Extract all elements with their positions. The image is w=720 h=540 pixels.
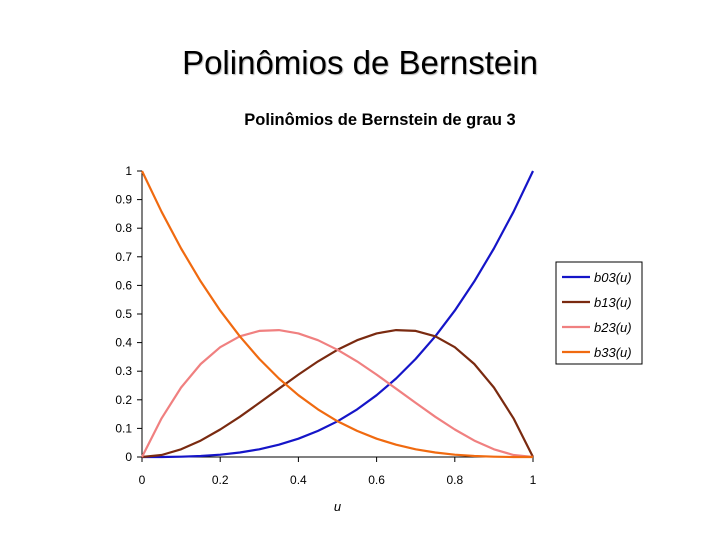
y-tick-label: 0.7	[115, 250, 132, 264]
y-tick-label: 0.1	[115, 421, 132, 435]
series-line-b33(u)	[141, 170, 533, 459]
chart-axes: 0 0.1 0.2 0.3 0.4 0.5 0.6 0.7 0.8 0.9 1 0 0.2 0.4 0.6 0…	[115, 164, 536, 487]
legend-label: b13(u)	[594, 295, 632, 310]
x-tick-label: 1	[530, 473, 537, 487]
x-tick-label: 0.8	[446, 473, 463, 487]
y-tick-label: 0.5	[115, 307, 132, 321]
legend-label: b23(u)	[594, 320, 632, 335]
x-tick-label: 0.6	[368, 473, 385, 487]
x-tick-label: 0.4	[290, 473, 307, 487]
y-tick-label: 0.6	[115, 278, 132, 292]
y-tick-label: 0.9	[115, 193, 132, 207]
y-tick-label: 0.2	[115, 393, 132, 407]
y-tick-label: 0.4	[115, 336, 132, 350]
x-tick-label: 0	[139, 473, 146, 487]
chart-lines	[141, 170, 534, 459]
chart-title: Polinômios de Bernstein de grau 3	[244, 111, 516, 129]
y-tick-label: 1	[125, 164, 132, 178]
y-tick-label: 0.8	[115, 221, 132, 235]
series-line-b03(u)	[142, 170, 534, 459]
legend-label: b33(u)	[594, 345, 632, 360]
x-axis-title: u	[334, 499, 341, 514]
legend-label: b03(u)	[594, 270, 632, 285]
y-tick-label: 0	[125, 450, 132, 464]
series-line-b23(u)	[141, 329, 534, 459]
y-tick-label: 0.3	[115, 364, 132, 378]
slide-title: Polinômios de Bernstein	[182, 44, 538, 81]
legend-box	[555, 261, 643, 365]
x-tick-label: 0.2	[212, 473, 229, 487]
chart-legend: b03(u) b13(u) b23(u) b33(u)	[555, 261, 643, 365]
